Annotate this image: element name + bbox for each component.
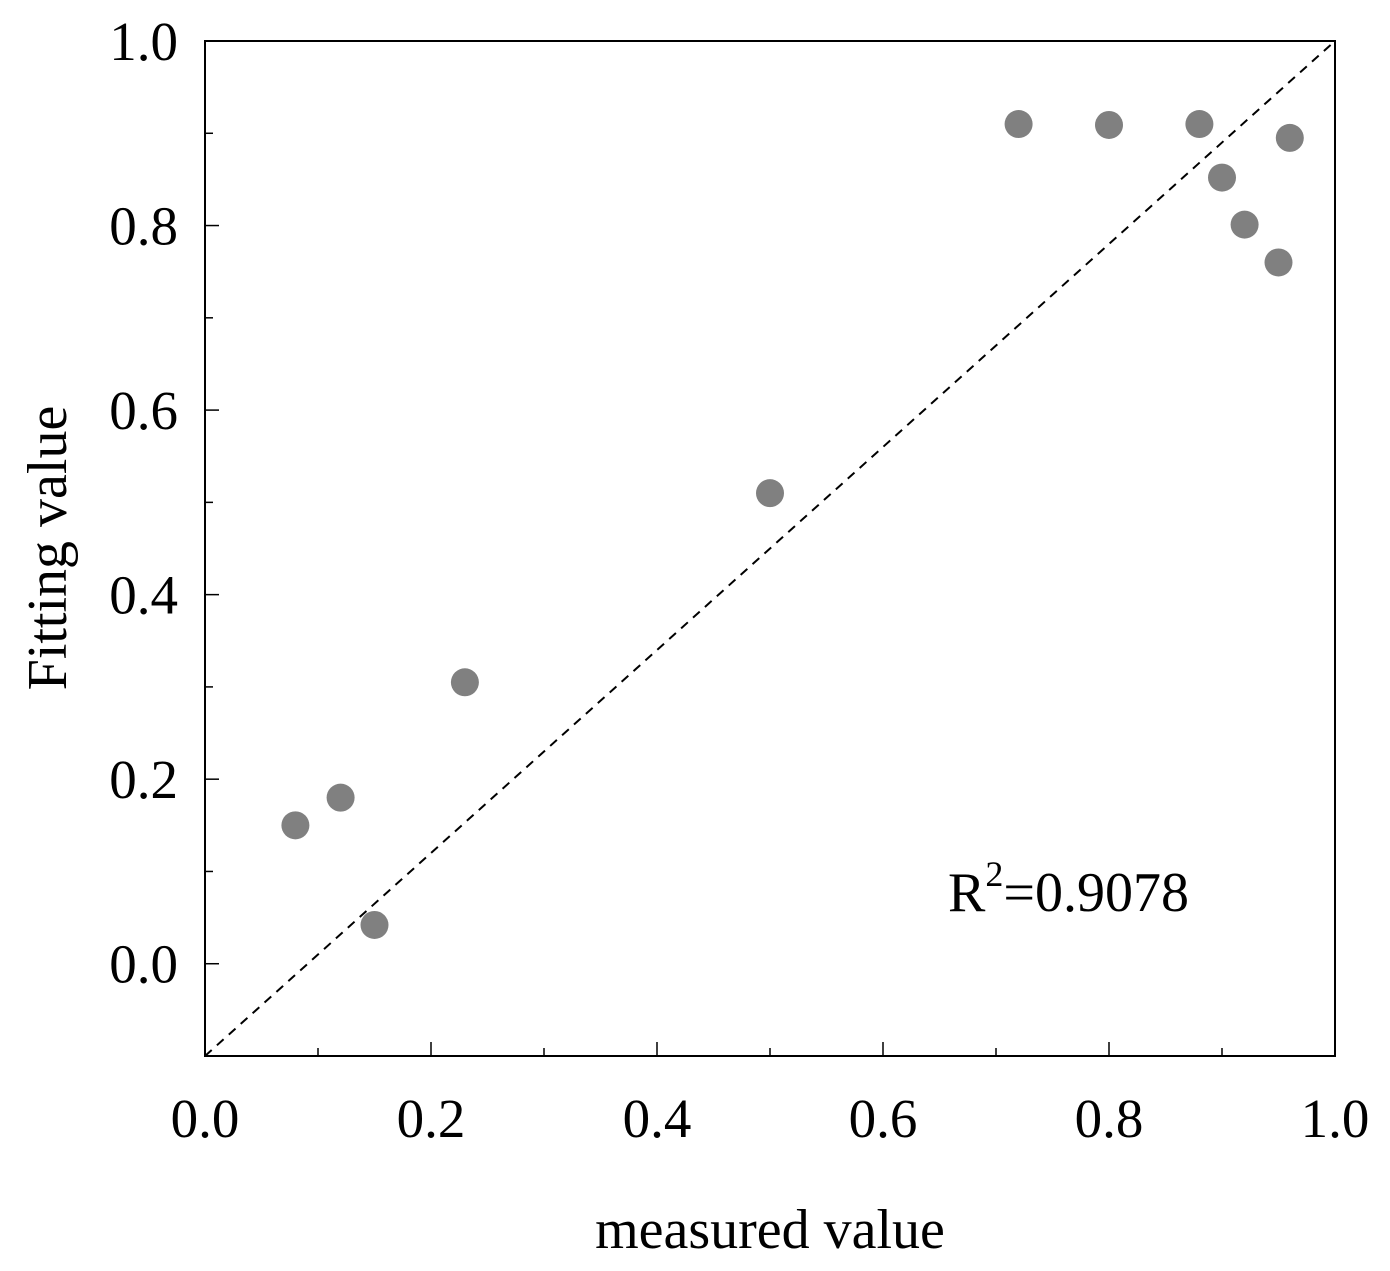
labels-layer: 0.0 0.2 0.4 0.6 0.8 1.0 0.0 0.2 0.4 0.6 0.8 1.0	[109, 11, 1369, 1149]
y-tick-label: 0.6	[109, 380, 178, 441]
y-tick-label: 0.0	[109, 934, 178, 995]
r-squared-base: R	[948, 862, 986, 924]
data-point	[326, 783, 355, 812]
data-point	[1208, 163, 1236, 192]
x-tick-label: 0.6	[849, 1088, 918, 1149]
data-point	[450, 668, 479, 697]
data-point	[1230, 210, 1259, 239]
axes-layer	[204, 40, 1336, 1057]
data-point	[1004, 110, 1033, 139]
data-point	[281, 811, 310, 840]
data-point	[1264, 248, 1293, 277]
data-point	[1275, 123, 1304, 152]
points-layer	[281, 110, 1304, 939]
data-point	[360, 910, 389, 939]
y-tick-label: 0.4	[109, 565, 178, 626]
x-tick-label: 0.8	[1075, 1088, 1144, 1149]
reference-line	[204, 40, 1336, 1057]
y-tick-label: 0.2	[109, 749, 178, 810]
r-squared-value: =0.9078	[1003, 862, 1189, 924]
x-tick-label: 0.0	[171, 1088, 240, 1149]
r-squared-annotation: R2=0.9078	[948, 854, 1189, 924]
y-tick-label: 1.0	[109, 11, 178, 72]
x-tick-label: 1.0	[1301, 1088, 1370, 1149]
r-squared-superscript: 2	[985, 854, 1003, 894]
data-point	[1095, 110, 1123, 139]
y-axis-title: Fitting value	[17, 406, 79, 691]
data-point	[1185, 110, 1214, 139]
data-point	[756, 479, 784, 508]
x-tick-label: 0.4	[623, 1088, 692, 1149]
x-tick-label: 0.2	[397, 1088, 466, 1149]
reference-layer	[204, 40, 1336, 1057]
x-axis-title: measured value	[595, 1199, 945, 1261]
y-tick-label: 0.8	[109, 196, 178, 257]
